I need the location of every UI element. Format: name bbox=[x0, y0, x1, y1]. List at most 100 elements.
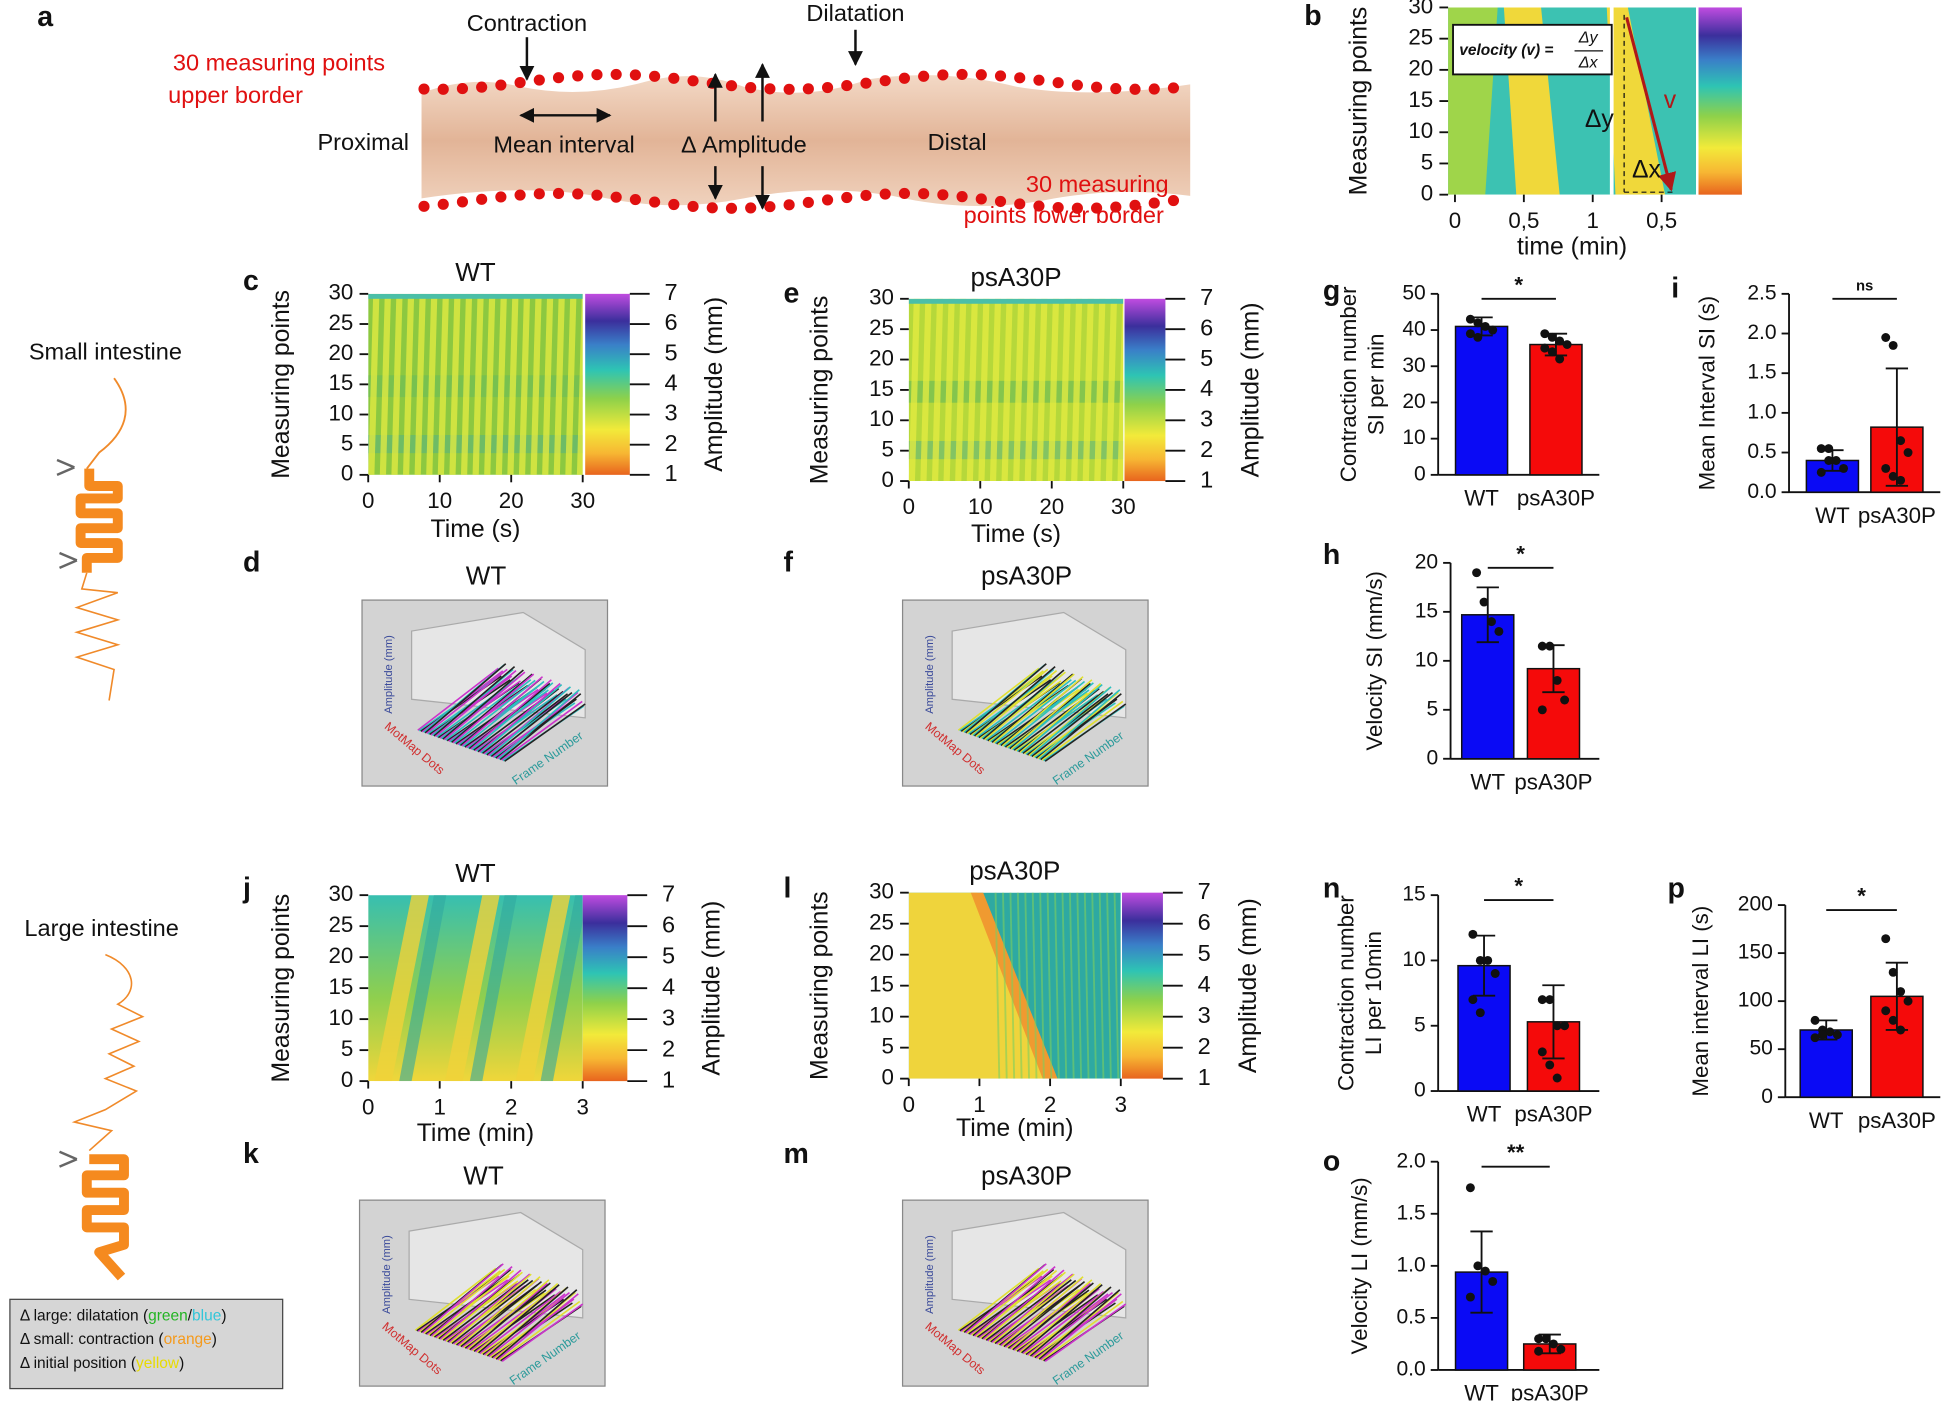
measuring-dot bbox=[898, 187, 911, 200]
data-point bbox=[1903, 448, 1913, 458]
heat-stripe bbox=[989, 298, 1002, 482]
y-tick-label: 20 bbox=[329, 340, 354, 365]
surface-line bbox=[450, 1273, 532, 1344]
y-tick-label: 30 bbox=[869, 879, 894, 904]
legend-text: / bbox=[188, 1308, 193, 1325]
y-tick-label: 5 bbox=[1426, 697, 1438, 720]
y-tick-label: 30 bbox=[329, 881, 354, 906]
surface-line bbox=[1012, 1282, 1094, 1351]
heatmap-panel: c WT 1 2 3 4 5 6 7 Amplitude (mm) 0 5 10 15 20 25 30 0 10 2… bbox=[243, 257, 728, 543]
data-point bbox=[1480, 1266, 1490, 1276]
surface-line bbox=[414, 1267, 497, 1331]
x-axis-title: Time (s) bbox=[430, 516, 520, 543]
data-point bbox=[1549, 1339, 1558, 1349]
heat-stripe bbox=[1039, 892, 1045, 1079]
measuring-dot bbox=[764, 83, 776, 95]
colorbar bbox=[1124, 298, 1166, 482]
y-tick-label: 10 bbox=[1408, 118, 1433, 143]
colorbar-tick-label: 4 bbox=[1200, 375, 1213, 401]
colorbar-tick-label: 2 bbox=[665, 430, 678, 456]
measuring-dot bbox=[783, 83, 795, 95]
measuring-dot bbox=[725, 80, 738, 92]
heat-band bbox=[368, 293, 583, 299]
surface-line bbox=[442, 669, 524, 740]
data-point bbox=[1825, 1027, 1835, 1037]
colorbar-tick-label: 2 bbox=[662, 1035, 675, 1061]
surface-line bbox=[430, 1266, 513, 1337]
data-point bbox=[1473, 318, 1483, 328]
surface-line bbox=[1038, 689, 1121, 760]
x-tick-label: 20 bbox=[1039, 494, 1064, 519]
measuring-dot bbox=[1052, 201, 1064, 214]
measuring-dot bbox=[918, 188, 930, 200]
x-tick-label: 0 bbox=[903, 494, 915, 519]
heat-stripe bbox=[399, 895, 447, 1082]
heat-stripe bbox=[553, 293, 565, 475]
colorbar-tick-label: 6 bbox=[662, 911, 675, 937]
surface-line bbox=[1040, 693, 1122, 761]
data-point bbox=[1824, 444, 1834, 454]
measuring-dot bbox=[1167, 82, 1180, 94]
surface-line bbox=[966, 668, 1049, 735]
y-tick-label: 10 bbox=[869, 406, 894, 431]
measuring-dot bbox=[706, 202, 718, 214]
panel-label: n bbox=[1323, 873, 1340, 905]
colorbar-tick-label: 1 bbox=[1198, 1064, 1211, 1090]
error-bar bbox=[1476, 586, 1499, 644]
measuring-dot bbox=[495, 191, 507, 203]
surface-line bbox=[480, 684, 563, 754]
label: Proximal bbox=[317, 129, 409, 155]
heat-stripe bbox=[1047, 298, 1060, 482]
x-tick-label: psA30P bbox=[1511, 1381, 1589, 1401]
colorbar-tick-label: 5 bbox=[665, 339, 678, 365]
axis-title: Measuring points bbox=[806, 891, 833, 1080]
heat-stripe bbox=[1061, 892, 1068, 1079]
x-tick-label: 0,5 bbox=[1646, 208, 1677, 233]
heat-stripe bbox=[484, 293, 496, 475]
chart-title: psA30P bbox=[970, 262, 1061, 292]
label: Dilatation bbox=[806, 0, 904, 26]
measuring-dot bbox=[937, 189, 949, 201]
heat-stripe bbox=[1046, 892, 1053, 1079]
surface-line bbox=[499, 693, 582, 761]
data-point bbox=[1832, 1030, 1842, 1040]
data-point bbox=[1552, 675, 1562, 685]
surface-line bbox=[965, 663, 1047, 734]
surface-line bbox=[451, 1279, 534, 1345]
measuring-dot bbox=[514, 189, 526, 201]
y-tick-label: 40 bbox=[1402, 318, 1425, 341]
y-tick-label: 1.5 bbox=[1396, 1201, 1425, 1224]
colorbar-tick-label: 4 bbox=[665, 370, 678, 396]
measuring-dot bbox=[533, 188, 545, 200]
y-tick-label: 0 bbox=[1421, 181, 1433, 206]
panel-label: e bbox=[784, 278, 800, 310]
surface-line bbox=[966, 1268, 1049, 1335]
y-tick-label: 10 bbox=[1402, 426, 1425, 449]
surface-line bbox=[489, 686, 571, 757]
label: Mean interval bbox=[493, 132, 634, 158]
measuring-dot bbox=[533, 74, 545, 86]
surface-line bbox=[1021, 1284, 1103, 1354]
panel-label: g bbox=[1323, 275, 1340, 307]
surface-line bbox=[994, 679, 1077, 745]
measuring-dot bbox=[1129, 83, 1141, 95]
y-tick-label: 2.5 bbox=[1747, 281, 1776, 304]
measuring-dot bbox=[456, 196, 469, 208]
measuring-dot bbox=[629, 193, 641, 206]
chart-title: psA30P bbox=[981, 1161, 1072, 1191]
heat-stripe bbox=[540, 895, 583, 1082]
y-tick-label: 0.0 bbox=[1396, 1358, 1425, 1381]
measuring-dot bbox=[495, 79, 507, 91]
panel-label: o bbox=[1323, 1145, 1340, 1177]
annotation: v bbox=[1664, 87, 1677, 114]
heatmap-panel: e psA30P 1 2 3 4 5 6 7 Amplitude (mm) 0 5 10 15 20 25 30… bbox=[784, 262, 1265, 548]
y-tick-label: 0 bbox=[881, 1065, 893, 1090]
data-point bbox=[1888, 340, 1898, 350]
colorbar bbox=[1122, 892, 1163, 1079]
heatmap-image bbox=[908, 892, 1121, 1079]
legend-text: Δ small: contraction ( bbox=[20, 1331, 165, 1348]
measuring-dot bbox=[1148, 197, 1160, 209]
surface-line bbox=[460, 1280, 543, 1348]
axis-title: Amplitude (mm) bbox=[701, 297, 728, 472]
